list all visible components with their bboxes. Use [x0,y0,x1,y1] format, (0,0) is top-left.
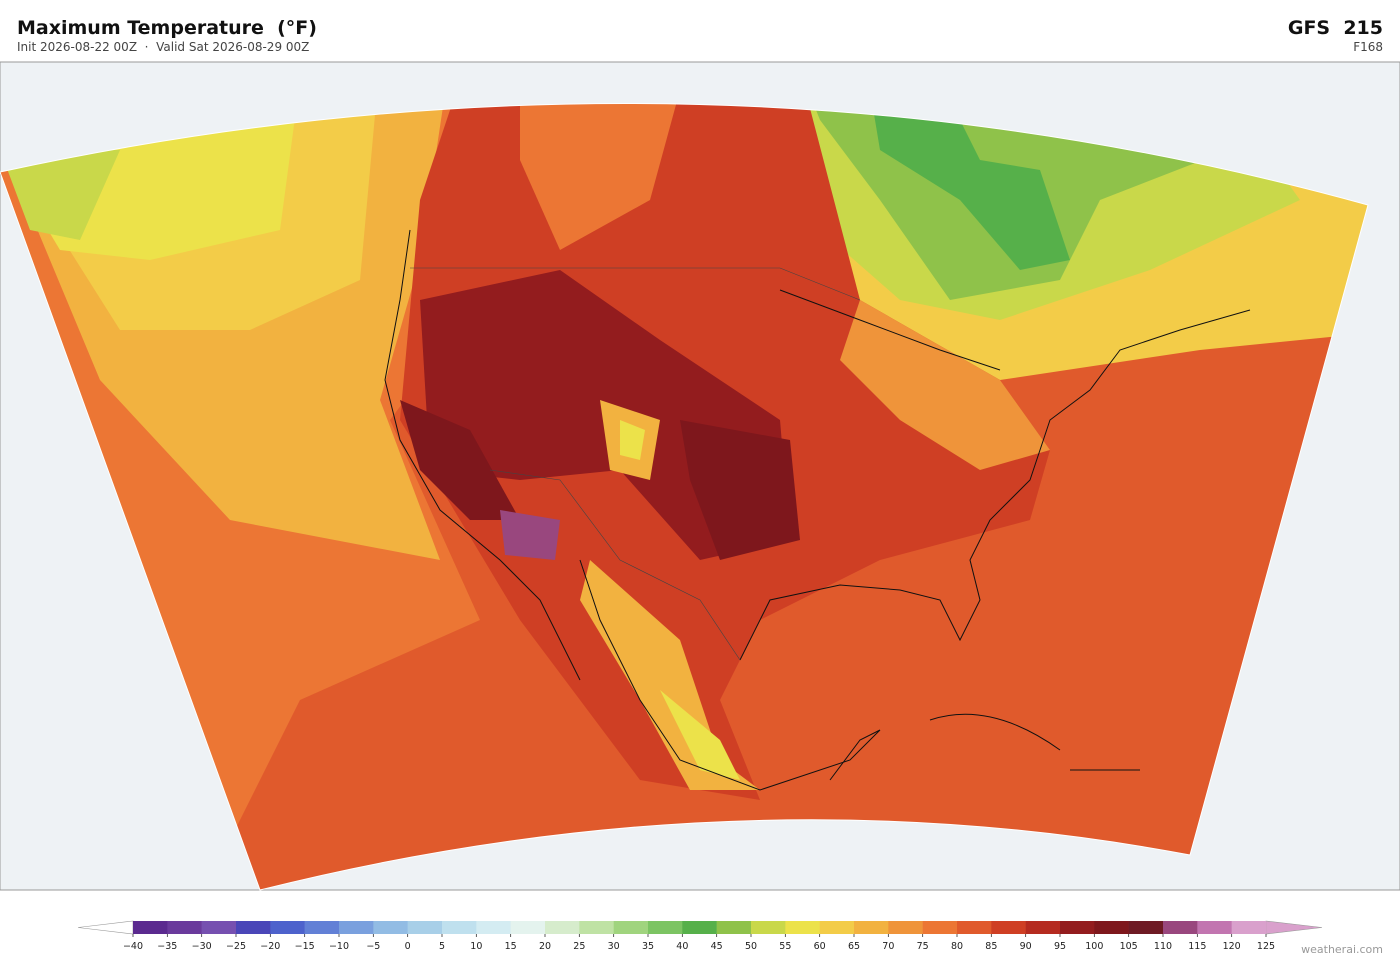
colorbar-tick-label: 95 [1054,941,1066,952]
colorbar: −40 −35 −30 −25 −20 −15 −10 −5 0 5 10 15 20 25 30 35 40 4… [77,920,1323,952]
colorbar-tick-label: 115 [1188,941,1206,952]
colorbar-bin [476,921,511,934]
colorbar-tick-label: −35 [157,941,177,952]
colorbar-bin [304,921,340,934]
colorbar-bin [854,921,889,934]
colorbar-tick-label: 85 [985,941,997,952]
colorbar-tick-label: 110 [1154,941,1172,952]
colorbar-bin [716,921,752,934]
colorbar-tick-label: 65 [848,941,860,952]
colorbar-bin [819,921,855,934]
colorbar-tick-label: 0 [405,941,411,952]
colorbar-tick-label: 25 [573,941,585,952]
colorbar-bin [785,921,820,934]
colorbar-tick-label: 105 [1120,941,1138,952]
colorbar-bin [922,921,958,934]
colorbar-tick-label: 120 [1223,941,1241,952]
colorbar-tick-label: 40 [676,941,688,952]
map [0,61,1400,891]
model-label: GFS 215 [1288,17,1383,39]
colorbar-tick-label: 50 [745,941,757,952]
colorbar-bin [201,921,237,934]
colorbar-tick-label: 30 [608,941,620,952]
colorbar-bin [373,921,408,934]
colorbar-bin [579,921,614,934]
colorbar-tick-label: 20 [539,941,551,952]
colorbar-tick-label: 75 [917,941,929,952]
colorbar-bin [407,921,443,934]
colorbar-tick-label: −5 [366,941,380,952]
colorbar-bin [1163,921,1198,934]
coastlines [384,229,1251,791]
colorbar-bin [1231,921,1267,934]
colorbar-tick-label: −40 [123,941,143,952]
map-subtitle: Init 2026-08-22 00Z · Valid Sat 2026-08-… [17,40,309,54]
temperature-field [0,103,1368,890]
colorbar-bin [613,921,649,934]
colorbar-bin [682,921,717,934]
colorbar-tick-label: 80 [951,941,963,952]
colorbar-bin [339,921,374,934]
map-title: Maximum Temperature (°F) [17,17,317,39]
colorbar-tick-label: −20 [260,941,280,952]
colorbar-bin [957,921,992,934]
colorbar-over [1265,920,1323,935]
colorbar-tick-label: 90 [1020,941,1032,952]
watermark: weatherai.com [1301,943,1383,956]
colorbar-bin [236,921,271,934]
colorbar-tick-label: 70 [882,941,894,952]
colorbar-bin [1025,921,1061,934]
colorbar-tick-label: 55 [779,941,791,952]
colorbar-tick-label: 35 [642,941,654,952]
colorbar-tick-label: 125 [1257,941,1275,952]
colorbar-bin [167,921,202,934]
domain-outline [0,102,1369,891]
forecast-hour: F168 [1353,40,1383,54]
colorbar-bin [133,921,168,934]
colorbar-bin [888,921,923,934]
colorbar-under [77,920,134,935]
colorbar-bin [270,921,305,934]
colorbar-tick-label: 5 [439,941,445,952]
colorbar-tick-label: −10 [329,941,349,952]
colorbar-tick-label: 45 [711,941,723,952]
colorbar-tick-label: 60 [814,941,826,952]
colorbar-tick-label: 15 [505,941,517,952]
colorbar-bin [510,921,546,934]
colorbar-bin [545,921,580,934]
borders [410,267,861,661]
colorbar-bin [991,921,1026,934]
colorbar-tick-label: −25 [226,941,246,952]
colorbar-bin [1094,921,1129,934]
colorbar-tick-label: −30 [192,941,212,952]
colorbar-bin [1060,921,1095,934]
colorbar-bin [442,921,477,934]
colorbar-tick-label: 10 [470,941,482,952]
colorbar-bin [1197,921,1232,934]
colorbar-tick-label: −15 [295,941,315,952]
colorbar-bin [751,921,786,934]
colorbar-bin [648,921,683,934]
colorbar-tick-label: 100 [1085,941,1103,952]
colorbar-bin [1128,921,1164,934]
